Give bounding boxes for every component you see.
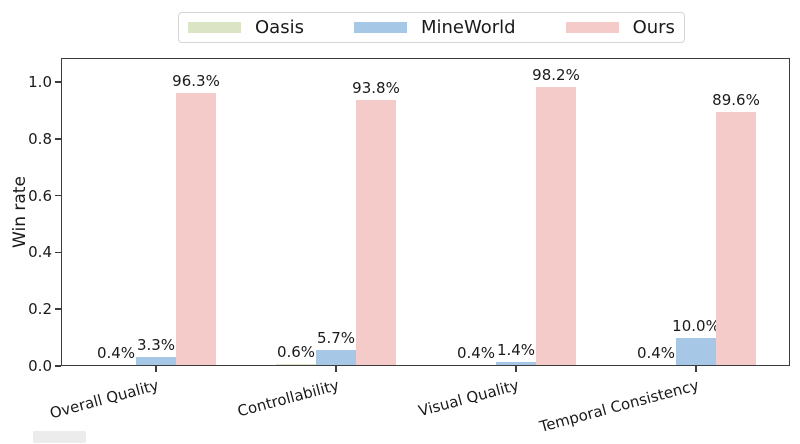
bar-value-label-ours-controllability: 93.8%: [352, 78, 400, 97]
y-tick-label: 0.8: [28, 129, 52, 148]
y-tick-label: 0.6: [28, 186, 52, 205]
legend-item-oasis: Oasis: [188, 16, 304, 38]
y-tick-mark: [55, 138, 61, 140]
y-tick-mark: [55, 194, 61, 197]
legend-label-mineworld: MineWorld: [420, 16, 516, 38]
bar-oasis-controllability: [276, 364, 316, 366]
chart-legend: Oasis MineWorld Ours: [178, 12, 685, 43]
y-tick-mark: [55, 81, 61, 83]
y-tick-label: 0.0: [28, 357, 52, 375]
y-tick-mark: [55, 251, 61, 254]
x-tick-label-temporal-consistency: Temporal Consistency: [537, 376, 701, 436]
bar-mineworld-visual-quality: [496, 362, 536, 366]
mineworld-swatch-icon: [353, 22, 407, 33]
x-tick-label-controllability: Controllability: [235, 376, 341, 421]
y-tick-label: 0.4: [28, 243, 52, 262]
bar-oasis-visual-quality: [456, 364, 496, 366]
ours-swatch-icon: [565, 22, 619, 33]
x-tick-mark: [155, 366, 157, 372]
x-tick-label-overall-quality: Overall Quality: [47, 376, 161, 423]
legend-label-ours: Ours: [632, 16, 675, 38]
x-tick-mark: [335, 366, 337, 372]
x-tick-mark: [515, 366, 517, 372]
y-tick-mark: [55, 308, 61, 310]
y-tick-label: 1.0: [28, 73, 52, 91]
plot-area: 0.4% 0.6% 0.4% 0.4% 3.3% 5.7% 1.4% 10.0% 96.3% 93…: [61, 58, 790, 366]
legend-item-mineworld: MineWorld: [353, 16, 516, 38]
bar-value-label-oasis-visual-quality: 0.4%: [456, 343, 496, 362]
y-tick-label: 0.2: [28, 300, 52, 319]
bar-value-label-ours-temporal-consistency: 89.6%: [712, 90, 760, 109]
legend-label-oasis: Oasis: [255, 16, 304, 38]
bar-mineworld-temporal-consistency: [676, 337, 716, 366]
bar-ours-visual-quality: [536, 87, 576, 366]
y-tick-mark: [55, 365, 61, 367]
bar-value-label-ours-overall-quality: 96.3%: [172, 71, 220, 90]
bar-ours-temporal-consistency: [716, 111, 756, 366]
bar-ours-controllability: [356, 99, 396, 366]
oasis-swatch-icon: [188, 22, 241, 33]
legend-item-ours: Ours: [565, 16, 675, 38]
x-tick-label-visual-quality: Visual Quality: [416, 376, 521, 421]
bar-oasis-temporal-consistency: [636, 364, 676, 366]
x-tick-mark: [695, 366, 697, 372]
cropped-gray-box: [33, 431, 86, 443]
bar-oasis-overall-quality: [96, 364, 136, 366]
bar-mineworld-controllability: [316, 349, 356, 366]
bar-ours-overall-quality: [176, 92, 216, 366]
bar-value-label-ours-visual-quality: 98.2%: [532, 66, 580, 85]
bar-mineworld-overall-quality: [136, 356, 176, 366]
